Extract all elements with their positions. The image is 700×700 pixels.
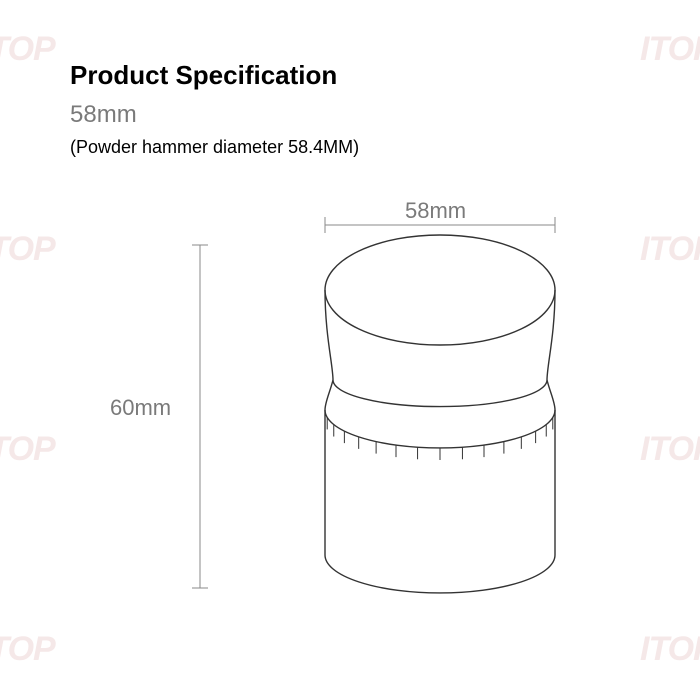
height-dimension-label: 60mm: [110, 395, 171, 421]
watermark: ITOP: [640, 630, 700, 669]
watermark: ITOP: [0, 630, 55, 669]
diameter-note: (Powder hammer diameter 58.4MM): [70, 137, 359, 158]
watermark: ITOP: [0, 430, 55, 469]
watermark: ITOP: [640, 230, 700, 269]
watermark: ITOP: [0, 30, 55, 69]
size-subtitle: 58mm: [70, 101, 359, 129]
watermark: ITOP: [0, 230, 55, 269]
diagram-svg: [110, 200, 590, 620]
product-diagram: 58mm 60mm: [110, 200, 590, 620]
header-block: Product Specification 58mm (Powder hamme…: [70, 60, 359, 158]
watermark: ITOP: [640, 30, 700, 69]
page-title: Product Specification: [70, 60, 359, 91]
watermark: ITOP: [640, 430, 700, 469]
width-dimension-label: 58mm: [405, 198, 466, 224]
